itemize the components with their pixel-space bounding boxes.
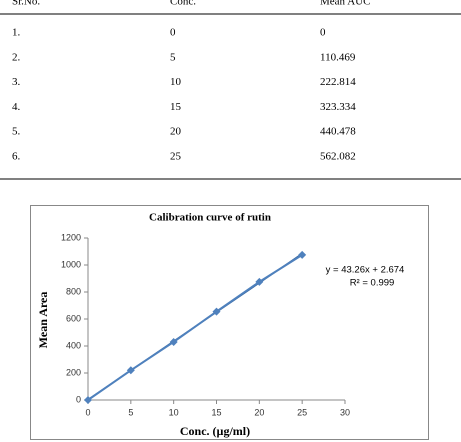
table-cell: 4. — [12, 101, 21, 113]
table-cell: 6. — [12, 151, 21, 163]
x-tick-label: 5 — [128, 407, 133, 417]
data-point — [298, 250, 307, 259]
table-cell: 2. — [12, 51, 21, 63]
table-cell: 20 — [170, 126, 182, 138]
y-tick-label: 400 — [66, 340, 81, 350]
y-tick-label: 600 — [66, 313, 81, 323]
data-point — [169, 337, 178, 346]
y-tick-label: 1000 — [61, 259, 81, 269]
table-cell: 323.334 — [320, 101, 356, 113]
y-tick-label: 1200 — [61, 232, 81, 242]
x-tick-label: 25 — [297, 407, 307, 417]
equation: y = 43.26x + 2.674 — [326, 265, 405, 276]
y-axis-label: Mean Area — [36, 292, 50, 349]
table-cell: 440.478 — [320, 126, 356, 138]
data-point — [255, 277, 264, 286]
series-line — [87, 254, 303, 401]
table-header: Mean AUC — [320, 0, 370, 8]
table-cell: 15 — [170, 101, 182, 113]
r-squared: R² = 0.999 — [350, 278, 395, 289]
y-tick-label: 800 — [66, 286, 81, 296]
table-cell: 1. — [12, 27, 21, 39]
y-tick-label: 0 — [76, 394, 81, 404]
table-cell: 5 — [170, 51, 176, 63]
table-header: Sr.No. — [12, 0, 40, 8]
table-cell: 3. — [12, 76, 21, 88]
x-tick-label: 20 — [254, 407, 264, 417]
y-tick-label: 200 — [66, 367, 81, 377]
data-point — [84, 396, 92, 404]
x-tick-label: 15 — [211, 407, 221, 417]
data-point — [126, 366, 135, 375]
table-cell: 222.814 — [320, 76, 356, 88]
table-header: Conc. — [170, 0, 196, 8]
x-tick-label: 30 — [340, 407, 350, 417]
x-tick-label: 10 — [169, 407, 179, 417]
table-cell: 0 — [170, 27, 176, 39]
chart-frame — [30, 205, 429, 440]
table-cell: 10 — [170, 76, 182, 88]
chart-title: Calibration curve of rutin — [149, 212, 271, 224]
table-cell: 110.469 — [320, 51, 356, 63]
x-tick-label: 0 — [85, 407, 90, 417]
table-cell: 5. — [12, 126, 21, 138]
table-cell: 25 — [170, 151, 182, 163]
x-axis-label: Conc. (µg/ml) — [180, 424, 250, 438]
table-cell: 0 — [320, 27, 326, 39]
data-point — [212, 307, 221, 316]
table-cell: 562.082 — [320, 151, 356, 163]
